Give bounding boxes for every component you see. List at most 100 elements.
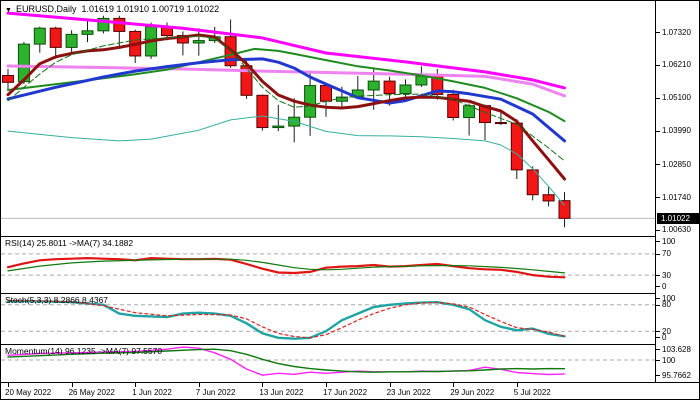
price-axis-border <box>655 1 656 382</box>
candle-7-jun <box>192 28 205 56</box>
time-axis-label: 26 May 2022 <box>68 388 115 397</box>
stochastic-pane[interactable]: Stoch(5,3,3) 8.2866 8.4367 <box>1 293 655 344</box>
time-axis-label: 13 Jun 2022 <box>259 388 304 397</box>
axis-tick <box>656 130 660 132</box>
time-axis-label: 5 Jul 2022 <box>513 388 551 397</box>
price-axis-label: 1.01740 <box>662 192 691 202</box>
symbol-dropdown-icon[interactable]: ▼ <box>5 7 12 14</box>
rsi-line <box>6 257 566 279</box>
stochastic-level-label: 80 <box>662 300 671 310</box>
rsi-pane-header: RSI(14) 25.8011 ->MA(7) 34.1882 <box>5 238 134 248</box>
candle-20-may <box>2 68 14 92</box>
axis-tick <box>656 253 660 255</box>
price-axis-label: 1.05100 <box>662 93 691 103</box>
price-axis-label: 1.00630 <box>662 225 691 235</box>
axis-tick <box>656 275 660 277</box>
stochastic-level-label: 20 <box>662 326 671 336</box>
stochastic-edge-label: 0 <box>662 332 667 342</box>
axis-tick <box>656 349 660 350</box>
chart-title-bar: ▼ EURUSD,Daily 1.01619 1.01910 1.00719 1.… <box>5 4 219 14</box>
rsi-edge-label: 100 <box>662 236 676 246</box>
candle-16-jun <box>304 70 317 136</box>
ma-green-dashed <box>7 35 565 162</box>
time-axis-label: 7 Jun 2022 <box>195 388 236 397</box>
pane-separator[interactable] <box>1 236 699 237</box>
momentum-canvas <box>1 346 655 376</box>
axis-tick <box>656 337 660 338</box>
momentum-level-label: 100 <box>662 355 676 365</box>
price-axis-label: 1.07320 <box>662 27 691 37</box>
time-axis-tick <box>71 383 73 387</box>
time-axis-tick <box>453 383 455 387</box>
axis-tick <box>656 304 660 306</box>
ma-maroon-fast <box>6 33 566 181</box>
price-axis-label: 1.03990 <box>662 126 691 136</box>
momentum-line <box>7 346 566 376</box>
axis-tick <box>656 375 660 376</box>
band-teal-lower <box>7 115 565 206</box>
axis-tick <box>656 164 660 166</box>
momentum-ma <box>7 348 566 373</box>
ma-magenta-slow <box>6 11 566 90</box>
candle-26-may <box>65 30 78 53</box>
rsi-edge-label: 0 <box>662 281 667 291</box>
time-axis-label: 17 Jun 2022 <box>323 388 368 397</box>
candle-17-jun <box>320 83 332 117</box>
stochastic-canvas <box>1 299 655 340</box>
candle-30-jun <box>463 103 476 136</box>
momentum-edge-label: 95.7662 <box>662 370 691 380</box>
axis-tick <box>656 197 660 199</box>
rsi-pane[interactable]: RSI(14) 25.8011 ->MA(7) 34.1882 <box>1 236 655 293</box>
rsi-canvas <box>1 253 655 279</box>
candle-27-may <box>81 19 94 43</box>
stoch-signal <box>7 299 566 339</box>
axis-tick <box>656 241 660 242</box>
candle-7-jul <box>542 186 555 207</box>
ohlc-values: 1.01619 1.01910 1.00719 1.01022 <box>81 4 220 14</box>
ma-blue <box>6 57 566 143</box>
band-green-upper <box>7 47 566 123</box>
axis-tick <box>656 64 660 66</box>
time-axis-tick <box>8 383 9 387</box>
axis-tick <box>656 360 660 361</box>
time-axis[interactable]: 20 May 2022 26 May 2022 1 Jun 2022 7 Jun 20… <box>1 382 699 399</box>
time-axis-tick <box>262 383 264 387</box>
axis-tick <box>656 229 660 231</box>
rsi-level-label: 30 <box>662 270 671 280</box>
price-axis-label: 1.06210 <box>662 60 691 70</box>
stochastic-pane-header: Stoch(5,3,3) 8.2866 8.4367 <box>5 295 109 305</box>
axis-tick <box>656 286 660 287</box>
candle-8-jul <box>558 192 571 228</box>
candle-30-may <box>97 15 110 34</box>
rsi-ma <box>7 258 566 274</box>
axis-tick <box>656 32 660 33</box>
candle-14-jun <box>272 104 285 132</box>
pane-separator[interactable] <box>1 293 699 294</box>
candle-1-jul <box>479 104 491 140</box>
candle-24-may <box>33 26 46 53</box>
time-axis-tick <box>326 383 327 387</box>
current-price-label: 1.01022 <box>657 212 699 224</box>
ma-plum <box>6 64 566 98</box>
momentum-edge-label: 103.628 <box>662 344 691 354</box>
candle-13-jun <box>256 94 269 131</box>
candle-25-may <box>49 26 62 59</box>
time-axis-tick <box>516 383 518 387</box>
candle-6-jul <box>526 166 539 201</box>
stochastic-edge-label: 100 <box>662 293 676 303</box>
time-axis-label: 23 Jun 2022 <box>386 388 431 397</box>
rsi-level-label: 70 <box>662 249 671 259</box>
price-axis[interactable]: 70 30 100 0 80 20 100 0 100 103.628 95.7662 1.07320… <box>656 1 699 382</box>
time-axis-tick <box>198 383 200 387</box>
main-chart-canvas <box>1 11 655 228</box>
momentum-pane[interactable]: Momentum(14) 96.1235 ->MA(7) 97.5570 <box>1 344 655 382</box>
symbol-period-label: EURUSD,Daily <box>15 4 77 14</box>
time-axis-label: 29 Jun 2022 <box>450 388 495 397</box>
time-axis-tick <box>135 383 137 387</box>
axis-tick <box>656 331 660 333</box>
time-axis-label: 1 Jun 2022 <box>132 388 172 397</box>
pane-separator[interactable] <box>1 344 699 345</box>
time-axis-tick <box>389 383 391 387</box>
main-chart-pane[interactable] <box>1 1 655 236</box>
